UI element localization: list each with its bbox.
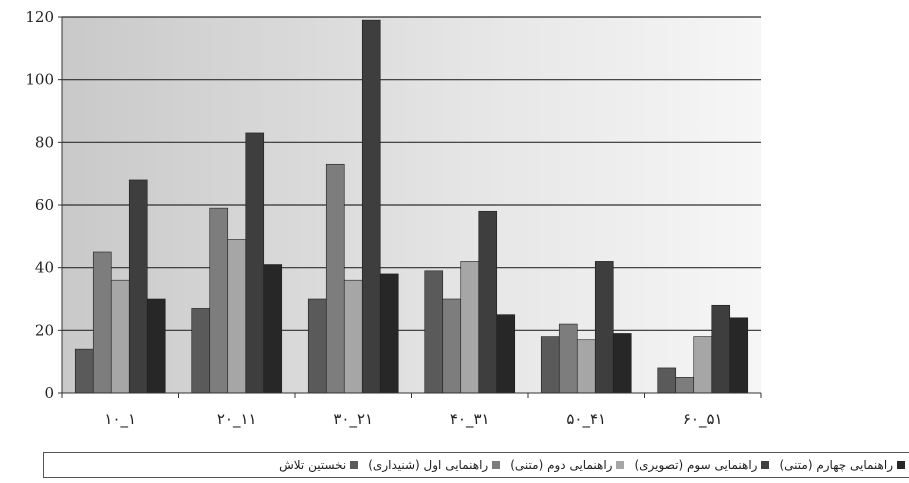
- legend-item: راهنمایی اول (شنیداری): [368, 458, 501, 472]
- bar: [657, 367, 677, 394]
- legend-label: راهنمایی دوم (متنی): [510, 458, 613, 472]
- bar: [675, 377, 695, 394]
- bar: [110, 279, 130, 394]
- bar: [146, 298, 166, 394]
- bar: [442, 298, 462, 394]
- bar: [540, 336, 560, 394]
- bar: [576, 339, 596, 394]
- bar: [478, 210, 498, 394]
- legend-swatch: [616, 461, 625, 469]
- bar: [263, 264, 283, 394]
- bar: [558, 323, 578, 394]
- bar: [379, 273, 399, 394]
- bar: [191, 308, 211, 394]
- x-tick-label: ۵۰_۴۱: [566, 410, 606, 429]
- bar: [245, 132, 265, 394]
- bar: [460, 261, 480, 394]
- y-tick-label: 120: [25, 8, 54, 26]
- legend-swatch: [897, 461, 905, 469]
- bar: [128, 179, 148, 394]
- x-tick-label: ۱۰_۱: [104, 410, 136, 429]
- bar: [612, 333, 632, 394]
- legend-label: نخستین تلاش: [279, 458, 347, 472]
- bar: [496, 314, 516, 394]
- x-tick-label: ۳۰_۲۱: [333, 410, 373, 429]
- x-axis-ticks: ۱۰_۱ ۲۰_۱۱ ۳۰_۲۱ ۴۰_۳۱ ۵۰_۴۱ ۶۰_۵۱: [61, 393, 762, 429]
- x-tick-label: ۲۰_۱۱: [217, 410, 257, 429]
- bar-chart: 0 20 40 60 80 100 120 ۱۰_۱ ۲۰_۱۱ ۳۰_۲۱ ۴۰_۳۱ ۵۰_۴۱…: [25, 8, 762, 429]
- chart-legend: راهنمایی چهارم (متنی) راهنمایی سوم (تصویر…: [43, 452, 909, 478]
- legend-swatch: [492, 461, 501, 469]
- y-axis-ticks: 0 20 40 60 80 100 120: [25, 8, 62, 402]
- bar: [209, 207, 229, 394]
- legend-item: نخستین تلاش: [279, 458, 359, 472]
- legend-item: راهنمایی دوم (متنی): [510, 458, 625, 472]
- bar: [92, 251, 112, 394]
- bar: [74, 348, 94, 394]
- bar: [307, 298, 327, 394]
- bar: [693, 336, 713, 394]
- y-tick-label: 0: [44, 384, 54, 402]
- legend-swatch: [761, 461, 770, 469]
- gridlines: [62, 16, 761, 331]
- legend-label: راهنمایی اول (شنیداری): [368, 458, 489, 472]
- x-tick-label: ۴۰_۳۱: [450, 410, 490, 429]
- bar: [424, 270, 444, 394]
- bar: [729, 317, 749, 394]
- legend-label: راهنمایی سوم (تصویری): [634, 458, 758, 472]
- y-tick-label: 20: [35, 321, 54, 339]
- legend-label: راهنمایی چهارم (متنی): [779, 458, 893, 472]
- legend-swatch: [350, 461, 359, 469]
- legend-item: راهنمایی چهارم (متنی): [779, 458, 905, 472]
- y-tick-label: 40: [35, 259, 54, 277]
- bar: [711, 304, 731, 394]
- bar: [594, 261, 614, 394]
- x-tick-label: ۶۰_۵۱: [683, 410, 723, 429]
- bar: [343, 279, 363, 394]
- bar: [227, 239, 247, 394]
- y-tick-label: 100: [25, 71, 54, 89]
- y-tick-label: 60: [35, 196, 54, 214]
- bar: [325, 163, 345, 394]
- legend-item: راهنمایی سوم (تصویری): [634, 458, 770, 472]
- bar: [361, 19, 381, 394]
- y-tick-label: 80: [35, 133, 54, 151]
- bars: [74, 19, 749, 394]
